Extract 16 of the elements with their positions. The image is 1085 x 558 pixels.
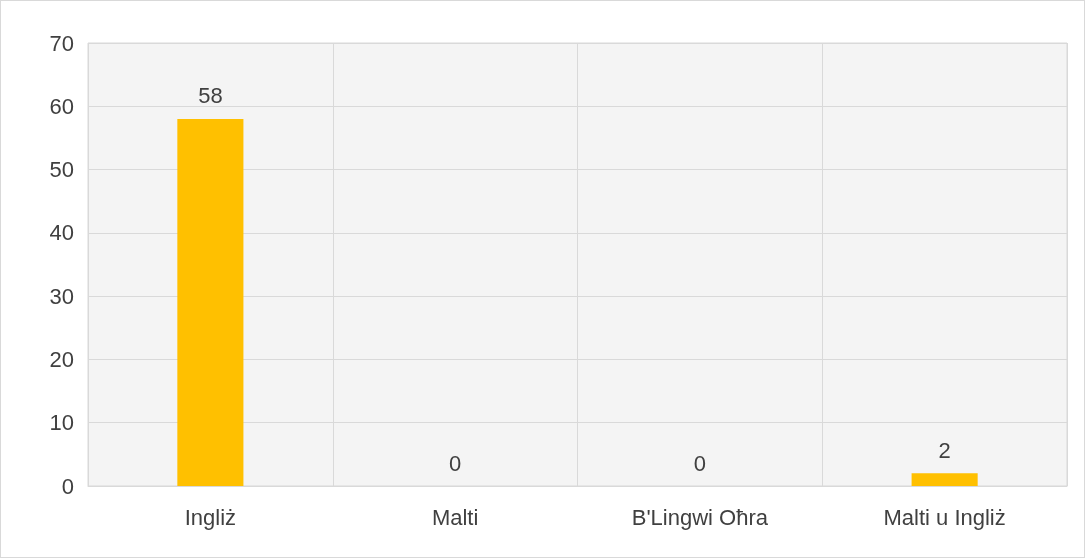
data-label: 0 (449, 450, 462, 476)
y-tick-label: 0 (61, 473, 74, 499)
y-tick-label: 70 (49, 30, 74, 56)
data-label: 58 (198, 83, 223, 109)
x-tick-label: Ingliż (184, 504, 237, 530)
data-label: 2 (938, 437, 951, 463)
data-label: 0 (693, 450, 706, 476)
y-tick-label: 50 (49, 157, 74, 183)
y-tick-label: 20 (49, 346, 74, 372)
y-tick-label: 10 (49, 410, 74, 436)
x-tick-label: Malti u Ingliż (883, 504, 1006, 530)
x-tick-label: Malti (431, 504, 479, 530)
x-tick-label: B'Lingwi Oħra (631, 504, 769, 530)
y-tick-label: 30 (49, 283, 74, 309)
y-tick-label: 40 (49, 220, 74, 246)
y-tick-label: 60 (49, 93, 74, 119)
